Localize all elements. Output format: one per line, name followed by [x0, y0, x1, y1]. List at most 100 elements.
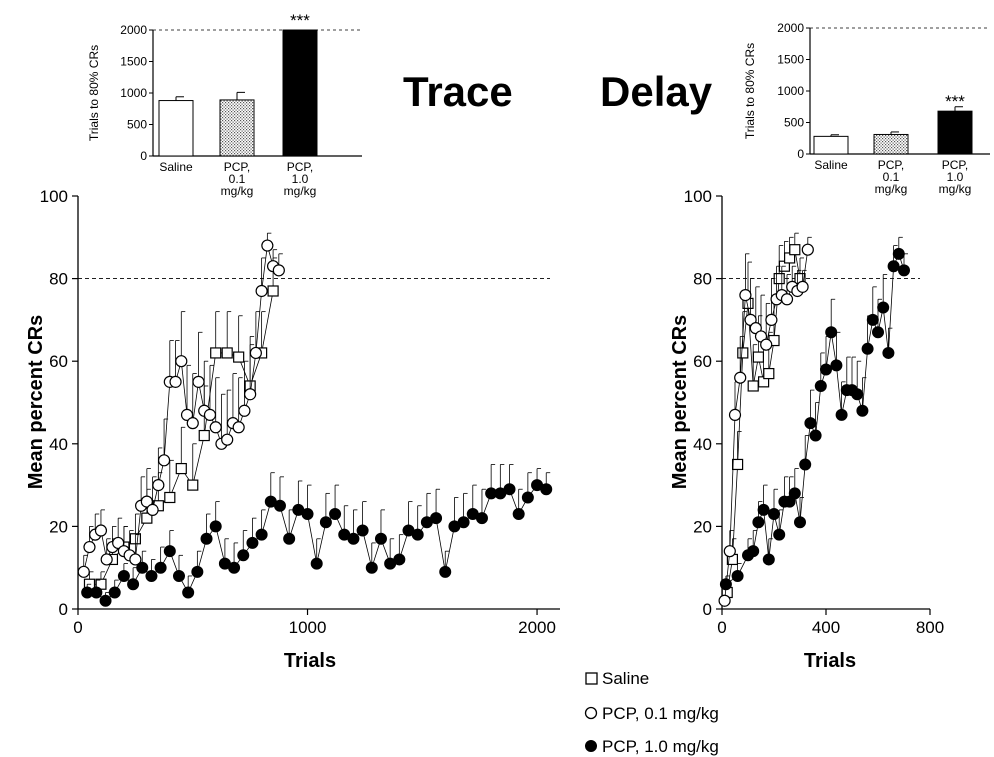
data-point-open-circle [232, 421, 245, 434]
legend-label-pcp-low: PCP, 0.1 mg/kg [602, 704, 719, 723]
data-point-open-circle [192, 375, 205, 388]
data-point-square [747, 380, 759, 392]
data-point-filled-circle [191, 565, 204, 578]
data-point-filled-circle [99, 594, 112, 607]
category-label: PCP, [878, 158, 904, 172]
y-tick-label: 60 [49, 352, 68, 371]
data-point-open-circle [739, 289, 752, 302]
category-label: Saline [159, 160, 193, 174]
category-label: Saline [814, 158, 848, 172]
legend-open-square-marker [585, 672, 598, 685]
data-point-square [233, 351, 245, 363]
category-label: 1.0 [292, 172, 309, 186]
series-filled-circle [81, 464, 553, 607]
data-point-filled-circle [365, 561, 378, 574]
category-label: mg/kg [221, 184, 254, 198]
data-point-filled-circle [762, 553, 775, 566]
data-point-filled-circle [861, 342, 874, 355]
legend: Saline PCP, 0.1 mg/kg PCP, 1.0 mg/kg [584, 669, 719, 756]
data-point-filled-circle [301, 508, 314, 521]
data-point-square [210, 347, 222, 359]
data-point-open-circle [94, 524, 108, 537]
data-point-filled-circle [356, 524, 369, 537]
data-point-filled-circle [809, 429, 822, 442]
data-point-filled-circle [347, 532, 360, 545]
data-point-filled-circle [877, 301, 890, 314]
data-point-open-circle [801, 243, 814, 256]
category-label: PCP, [224, 160, 250, 174]
y-tick-label: 0 [703, 600, 712, 619]
heading-trace: Trace [403, 68, 513, 115]
delay-bar-chart: 0 500 1000 1500 2000 Trials to 80% CRs Saline P… [743, 21, 990, 196]
category-label: PCP, [287, 160, 313, 174]
data-point-filled-circle [136, 561, 149, 574]
data-point-filled-circle [439, 565, 452, 578]
data-point-filled-circle [200, 532, 213, 545]
data-point-filled-circle [145, 569, 158, 582]
data-point-open-circle [83, 540, 96, 554]
y-tick-label: 2000 [777, 21, 804, 35]
data-point-filled-circle [503, 483, 516, 496]
data-point-filled-circle [228, 561, 241, 574]
data-point-open-circle [169, 375, 182, 388]
category-label: mg/kg [284, 184, 317, 198]
data-point-filled-circle [319, 516, 332, 529]
x-tick-label: 1000 [289, 618, 327, 637]
category-label: mg/kg [939, 182, 972, 196]
series-open-circle [77, 232, 285, 578]
data-point-open-circle [734, 371, 747, 384]
y-tick-label: 80 [693, 270, 712, 289]
bar [158, 100, 194, 157]
x-tick-label: 0 [717, 618, 726, 637]
data-point-square [731, 458, 744, 471]
bar [937, 110, 973, 155]
data-point-open-circle [261, 239, 274, 252]
data-point-filled-circle [892, 247, 905, 260]
data-point-filled-circle [540, 483, 553, 496]
series-filled-circle [719, 236, 910, 591]
data-point-filled-circle [512, 508, 525, 521]
data-point-filled-circle [768, 508, 780, 521]
data-point-filled-circle [329, 508, 342, 521]
data-point-filled-circle [794, 516, 806, 529]
data-point-filled-circle [182, 586, 195, 599]
heading-delay: Delay [600, 68, 713, 115]
data-point-filled-circle [209, 520, 222, 533]
data-point-filled-circle [757, 503, 770, 516]
data-point-open-circle [723, 545, 736, 558]
data-point-filled-circle [856, 404, 869, 417]
y-tick-label: 0 [140, 149, 147, 163]
data-point-open-circle [780, 293, 794, 306]
data-point-filled-circle [117, 569, 130, 582]
category-label: 0.1 [229, 172, 246, 186]
data-point-open-circle [112, 536, 125, 550]
data-point-open-circle [180, 408, 194, 421]
y-tick-label: 20 [693, 517, 712, 536]
y-tick-label: 1500 [120, 55, 147, 69]
data-point-filled-circle [237, 549, 250, 562]
data-point-square [773, 273, 785, 285]
y-tick-label: 1000 [777, 84, 804, 98]
x-tick-label: 0 [73, 618, 82, 637]
data-point-open-circle [255, 284, 268, 298]
data-point-filled-circle [90, 586, 103, 599]
data-point-square [752, 351, 765, 363]
bar [282, 29, 318, 157]
data-point-filled-circle [851, 388, 864, 401]
data-point-filled-circle [872, 326, 884, 339]
data-point-filled-circle [747, 545, 760, 558]
data-point-filled-circle [163, 545, 176, 558]
data-point-square [267, 285, 279, 297]
data-point-filled-circle [283, 532, 296, 545]
data-point-filled-circle [820, 363, 832, 376]
data-point-open-circle [186, 417, 199, 430]
y-axis-label: Trials to 80% CRs [743, 43, 757, 139]
y-axis-label: Mean percent CRs [669, 315, 691, 490]
data-point-open-circle [209, 421, 222, 434]
data-point-filled-circle [830, 359, 843, 372]
data-point-filled-circle [731, 569, 744, 582]
data-point-open-circle [140, 495, 153, 508]
data-point-square [164, 491, 176, 504]
trace-bar-chart: 0 500 1000 1500 2000 Trials to 80% CRs Saline P… [87, 11, 362, 198]
